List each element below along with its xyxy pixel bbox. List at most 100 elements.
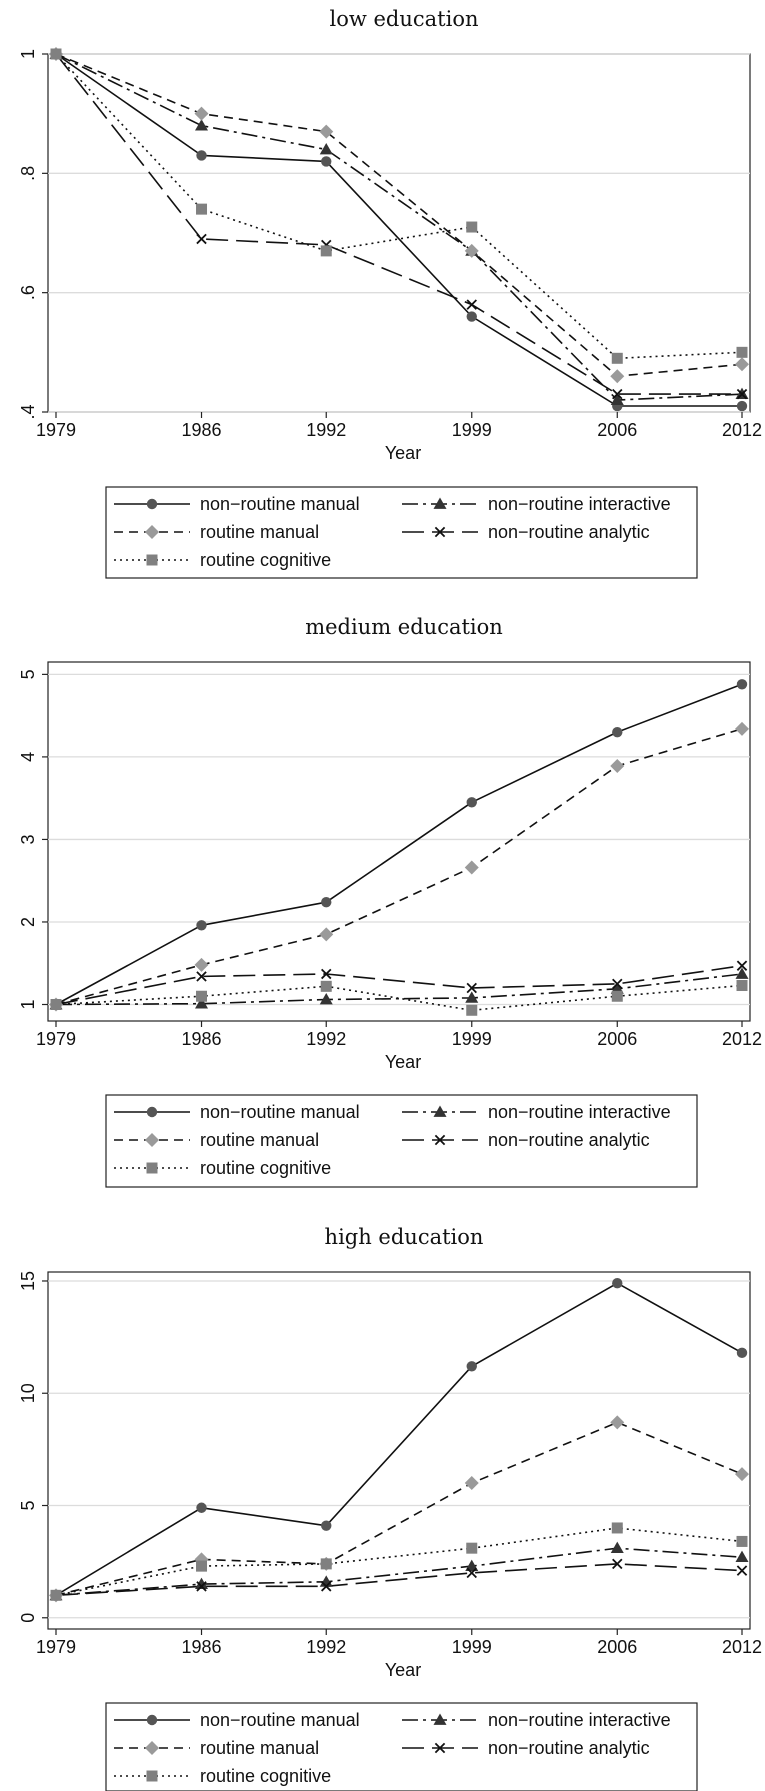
series-line-nra <box>55 964 743 1006</box>
legend: non−routine manual non−routine interactiv… <box>105 1702 698 1791</box>
legend-marker-nrm <box>146 498 158 510</box>
data-point-nra <box>466 299 477 310</box>
data-point-nri <box>195 997 209 1009</box>
data-point-rc <box>320 980 332 992</box>
data-point-nra <box>736 388 748 400</box>
series-line-nra <box>55 53 742 395</box>
data-point-nrm <box>196 1502 207 1513</box>
data-point-rm <box>610 369 625 384</box>
x-tick-label: 1999 <box>452 1637 492 1657</box>
data-point-rc-shape <box>466 1542 478 1554</box>
data-point-nri <box>195 119 209 131</box>
data-point-nrm <box>466 1361 477 1372</box>
data-point-rc <box>611 352 623 364</box>
data-point-rc <box>611 990 623 1002</box>
data-point-nrm-shape <box>612 726 623 738</box>
data-point-rm-shape <box>464 243 479 258</box>
legend-marker-rc <box>146 1162 158 1174</box>
data-point-nrm <box>321 1520 332 1531</box>
legend-marker-nra-shape <box>434 526 446 538</box>
x-tick-label: 1986 <box>181 1637 221 1657</box>
series-line-nri <box>55 1547 743 1597</box>
x-axis-label: Year <box>385 443 421 463</box>
data-point-rc-shape <box>466 221 478 233</box>
data-point-rm <box>735 357 749 372</box>
data-point-nri-shape <box>195 997 209 1009</box>
legend-marker-rm <box>145 525 159 539</box>
x-tick-label: 1986 <box>181 420 221 440</box>
legend-box <box>105 1702 698 1791</box>
data-point-nra <box>736 1565 748 1576</box>
data-point-rm <box>319 124 334 139</box>
y-tick-label: 0 <box>18 1613 38 1623</box>
x-tick-label: 2006 <box>597 420 637 440</box>
data-point-rc <box>50 1589 62 1601</box>
series-line-nrm <box>55 53 742 407</box>
data-point-nra-shape <box>466 982 477 994</box>
data-point-nrm <box>612 726 623 738</box>
data-point-nri <box>610 1541 624 1554</box>
legend-marker-nrm <box>146 1714 158 1726</box>
data-point-rc-shape <box>50 998 62 1010</box>
data-point-nra-shape <box>466 1567 477 1579</box>
x-tick-label: 1992 <box>306 1029 346 1049</box>
x-tick-label: 2006 <box>597 1029 637 1049</box>
data-point-nrm-shape <box>321 156 332 167</box>
legend-label-rc: routine cognitive <box>200 1158 331 1178</box>
x-tick-label: 1992 <box>306 420 346 440</box>
data-point-nri <box>319 993 333 1005</box>
chart-panel-3: high education 0 5 10 15 1979 1986 1992 1999 2006… <box>18 1225 762 1791</box>
x-tick-label: 2012 <box>722 1637 762 1657</box>
plot-area <box>47 53 751 413</box>
data-point-rc-shape <box>611 1522 623 1534</box>
data-point-rm <box>464 243 479 258</box>
data-point-rm-shape <box>735 721 749 736</box>
data-point-nra-shape <box>321 1581 332 1592</box>
data-point-rm <box>735 721 749 736</box>
chart-title: high education <box>325 1225 484 1249</box>
data-point-nrm-shape <box>196 920 207 931</box>
x-tick-label: 1979 <box>36 1029 76 1049</box>
data-point-nri-shape <box>465 991 479 1003</box>
legend-marker-nra-shape <box>434 1742 446 1754</box>
data-point-rc-shape <box>320 1558 332 1570</box>
y-tick-label: 1 <box>18 999 38 1009</box>
legend-label-nra: non−routine analytic <box>488 1738 650 1758</box>
chart-title: medium education <box>305 615 503 639</box>
legend-label-rm: routine manual <box>200 1738 319 1758</box>
y-tick-label: 5 <box>18 669 38 679</box>
data-point-nra <box>196 1581 207 1592</box>
data-point-rm-shape <box>735 357 749 372</box>
data-point-rc-shape <box>196 1560 208 1572</box>
data-point-nri-shape <box>319 993 333 1005</box>
data-point-nrm <box>196 150 207 161</box>
data-point-nra <box>736 960 748 971</box>
legend-marker-rm <box>145 1133 159 1147</box>
legend-box <box>105 486 698 579</box>
series-line-nri <box>55 973 743 1006</box>
data-point-nra-shape <box>736 1565 748 1576</box>
legend-marker-nra <box>434 1134 446 1146</box>
legend-marker-nrm-shape <box>146 1714 158 1726</box>
legend-marker-rc <box>146 1770 158 1782</box>
legend-label-nri: non−routine interactive <box>488 1710 671 1730</box>
data-point-nra <box>196 233 207 245</box>
legend-marker-nri <box>433 1105 447 1117</box>
data-point-nrm-shape <box>466 311 477 322</box>
x-tick-label: 2012 <box>722 1029 762 1049</box>
data-point-rc <box>611 1522 623 1534</box>
data-point-rm <box>610 1415 625 1430</box>
x-tick-label: 1992 <box>306 1637 346 1657</box>
data-point-nra-shape <box>196 971 207 982</box>
legend-marker-rc <box>146 554 158 566</box>
legend-label-nrm: non−routine manual <box>200 1710 360 1730</box>
legend-label-nri: non−routine interactive <box>488 1102 671 1122</box>
data-point-nrm <box>321 896 332 908</box>
data-point-nra <box>196 971 207 982</box>
chart-panel-2: medium education 1 2 3 4 5 1979 1986 1992 1999 200… <box>18 615 762 1188</box>
data-point-nra <box>321 968 332 980</box>
data-point-rc <box>196 1560 208 1572</box>
legend-marker-nra-shape <box>434 1134 446 1146</box>
legend-marker-rm <box>145 1741 159 1755</box>
data-point-nri <box>319 142 333 155</box>
